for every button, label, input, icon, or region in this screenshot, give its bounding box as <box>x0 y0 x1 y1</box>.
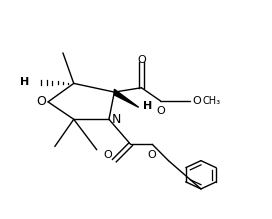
Text: H: H <box>143 101 152 111</box>
Text: H: H <box>20 77 29 87</box>
Polygon shape <box>114 89 139 107</box>
Text: O: O <box>193 96 202 106</box>
Text: O: O <box>148 150 157 160</box>
Text: O: O <box>156 106 165 116</box>
Text: O: O <box>36 95 46 108</box>
Text: N: N <box>112 113 121 126</box>
Text: CH₃: CH₃ <box>202 96 220 106</box>
Text: O: O <box>137 55 146 65</box>
Text: O: O <box>103 150 112 160</box>
